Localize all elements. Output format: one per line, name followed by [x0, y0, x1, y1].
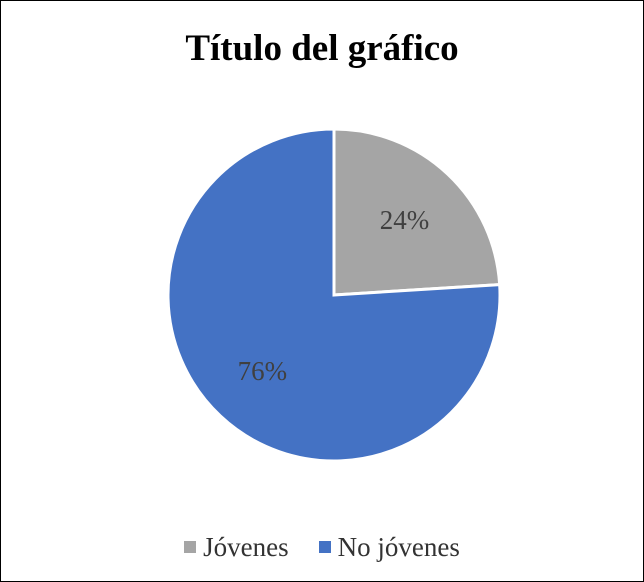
legend-label-jovenes: Jóvenes	[203, 532, 289, 562]
legend: Jóvenes No jóvenes	[1, 529, 643, 565]
legend-item-no-jovenes: No jóvenes	[318, 531, 460, 563]
pie-slice-jovenes	[332, 127, 502, 297]
data-label-jovenes: 24%	[380, 205, 430, 235]
legend-swatch-no-jovenes	[318, 541, 331, 553]
legend-item-jovenes: Jóvenes	[184, 531, 289, 563]
chart-title: Título del gráfico	[185, 28, 459, 69]
legend-label-no-jovenes: No jóvenes	[337, 532, 460, 562]
legend-swatch-jovenes	[184, 541, 197, 553]
data-label-no-jovenes: 76%	[238, 356, 288, 386]
pie-slice-no-jovenes	[166, 127, 502, 463]
